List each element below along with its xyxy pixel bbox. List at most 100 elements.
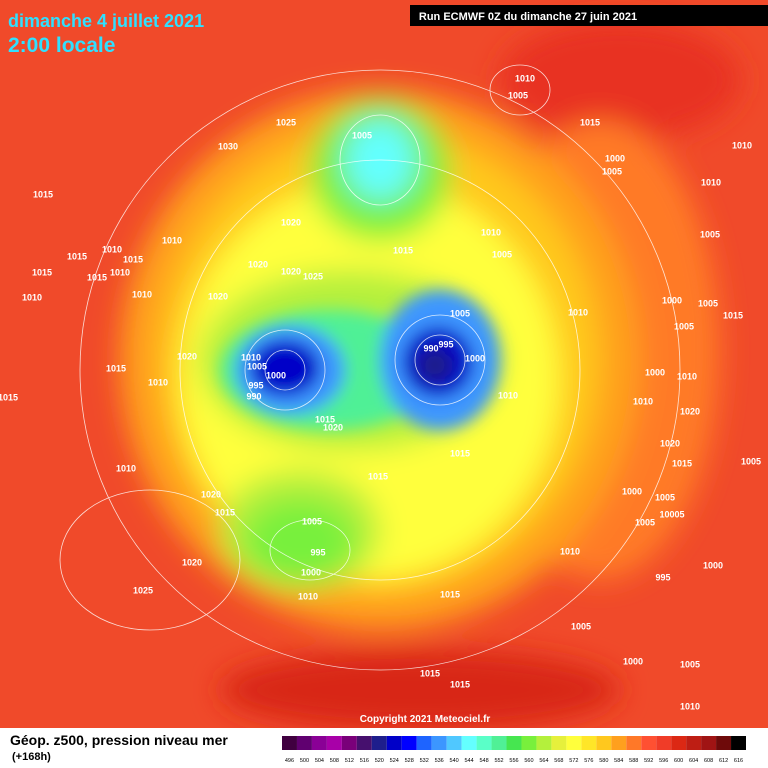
colorbar-label: 616 bbox=[734, 758, 743, 764]
isobar-label: 1010 bbox=[701, 177, 721, 187]
date-title: dimanche 4 juillet 2021 bbox=[8, 11, 204, 31]
isobar-label: 1015 bbox=[420, 668, 440, 678]
isobar-label: 1015 bbox=[393, 245, 413, 255]
isobar-label: 1005 bbox=[698, 298, 718, 308]
isobar-label: 1020 bbox=[281, 217, 301, 227]
isobar-label: 1005 bbox=[247, 361, 267, 371]
colorbar-label: 516 bbox=[360, 758, 369, 764]
colorbar-swatch bbox=[506, 736, 522, 750]
isobar-label: 995 bbox=[438, 339, 453, 349]
isobar-label: 1020 bbox=[660, 438, 680, 448]
isobar-label: 1030 bbox=[218, 141, 238, 151]
isobar-label: 1000 bbox=[622, 486, 642, 496]
isobar-label: 1010 bbox=[568, 307, 588, 317]
colorbar-swatch bbox=[551, 736, 567, 750]
isobar-label: 1010 bbox=[132, 289, 152, 299]
isobar-label: 1000 bbox=[301, 567, 321, 577]
colorbar-swatch bbox=[656, 736, 672, 750]
isobar-label: 1000 bbox=[703, 560, 723, 570]
colorbar-label: 584 bbox=[614, 758, 623, 764]
isobar-label: 1005 bbox=[602, 166, 622, 176]
colorbar-label: 520 bbox=[375, 758, 384, 764]
colorbar-swatch bbox=[476, 736, 492, 750]
isobar-label: 1005 bbox=[700, 229, 720, 239]
isobar-label: 1010 bbox=[498, 390, 518, 400]
colorbar-label: 512 bbox=[345, 758, 354, 764]
colorbar-label: 600 bbox=[674, 758, 683, 764]
colorbar-swatch bbox=[356, 736, 372, 750]
colorbar-label: 592 bbox=[644, 758, 653, 764]
colorbar-label: 536 bbox=[435, 758, 444, 764]
isobar-label: 1000 bbox=[662, 295, 682, 305]
colorbar: 496 500 504 508 512 516 520 524 528 532 536 540 544 5… bbox=[282, 736, 746, 764]
isobar-label: 1020 bbox=[680, 406, 700, 416]
isobar-label: 1020 bbox=[177, 351, 197, 361]
isobar-label: 1010 bbox=[148, 377, 168, 387]
colorbar-swatch bbox=[371, 736, 387, 750]
isobar-label: 1015 bbox=[440, 589, 460, 599]
isobar-label: 1025 bbox=[303, 271, 323, 281]
colorbar-swatch bbox=[326, 736, 342, 750]
isobar-label: 1005 bbox=[492, 249, 512, 259]
isobar-label: 1025 bbox=[133, 585, 153, 595]
colorbar-swatch bbox=[716, 736, 732, 750]
copyright: Copyright 2021 Meteociel.fr bbox=[360, 714, 491, 725]
isobar-label: 1000 bbox=[266, 370, 286, 380]
colorbar-label: 500 bbox=[300, 758, 309, 764]
isobar-label: 1010 bbox=[633, 396, 653, 406]
colorbar-label: 528 bbox=[405, 758, 414, 764]
colorbar-label: 608 bbox=[704, 758, 713, 764]
colorbar-swatch bbox=[611, 736, 627, 750]
isobar-label: 1000 bbox=[645, 367, 665, 377]
colorbar-label: 596 bbox=[659, 758, 668, 764]
isobar-label: 1015 bbox=[32, 267, 52, 277]
isobar-label: 1010 bbox=[560, 546, 580, 556]
colorbar-label: 612 bbox=[719, 758, 728, 764]
colorbar-label: 604 bbox=[689, 758, 698, 764]
colorbar-swatch bbox=[626, 736, 642, 750]
isobar-label: 995 bbox=[248, 380, 263, 390]
colorbar-label: 508 bbox=[330, 758, 339, 764]
colorbar-label: 532 bbox=[420, 758, 429, 764]
colorbar-swatch bbox=[686, 736, 702, 750]
isobar-label: 1005 bbox=[450, 308, 470, 318]
colorbar-label: 556 bbox=[509, 758, 518, 764]
colorbar-label: 504 bbox=[315, 758, 324, 764]
isobar-label: 1015 bbox=[723, 310, 743, 320]
isobar-label: 1015 bbox=[67, 251, 87, 261]
isobar-label: 1015 bbox=[33, 189, 53, 199]
isobar-label: 990 bbox=[246, 391, 261, 401]
colorbar-swatch bbox=[491, 736, 507, 750]
isobar-label: 1005 bbox=[674, 321, 694, 331]
isobar-label: 1010 bbox=[677, 371, 697, 381]
colorbar-swatch bbox=[446, 736, 462, 750]
isobar-label: 1010 bbox=[116, 463, 136, 473]
colorbar-label: 552 bbox=[494, 758, 503, 764]
legend-title: Géop. z500, pression niveau mer bbox=[10, 732, 228, 748]
isobar-label: 1005 bbox=[635, 517, 655, 527]
colorbar-label: 524 bbox=[390, 758, 399, 764]
isobar-label: 1010 bbox=[110, 267, 130, 277]
colorbar-label: 496 bbox=[285, 758, 294, 764]
isobar-label: 1005 bbox=[571, 621, 591, 631]
isobar-label: 1010 bbox=[481, 227, 501, 237]
colorbar-label: 572 bbox=[569, 758, 578, 764]
isobar-label: 1020 bbox=[182, 557, 202, 567]
colorbar-label: 540 bbox=[450, 758, 459, 764]
run-box bbox=[410, 5, 768, 26]
isobar-label: 1015 bbox=[87, 272, 107, 282]
isobar-label: 1020 bbox=[248, 259, 268, 269]
colorbar-label: 564 bbox=[539, 758, 548, 764]
isobar-label: 1010 bbox=[515, 73, 535, 83]
isobar-label: 1005 bbox=[352, 130, 372, 140]
isobar-label: 1000 bbox=[465, 353, 485, 363]
isobar-label: 1005 bbox=[655, 492, 675, 502]
isobar-label: 1015 bbox=[0, 392, 18, 402]
legend-lead: (+168h) bbox=[12, 751, 51, 763]
isobar-label: 1010 bbox=[241, 352, 261, 362]
colorbar-swatch bbox=[701, 736, 717, 750]
colorbar-swatch bbox=[386, 736, 402, 750]
isobar-label: 1020 bbox=[208, 291, 228, 301]
